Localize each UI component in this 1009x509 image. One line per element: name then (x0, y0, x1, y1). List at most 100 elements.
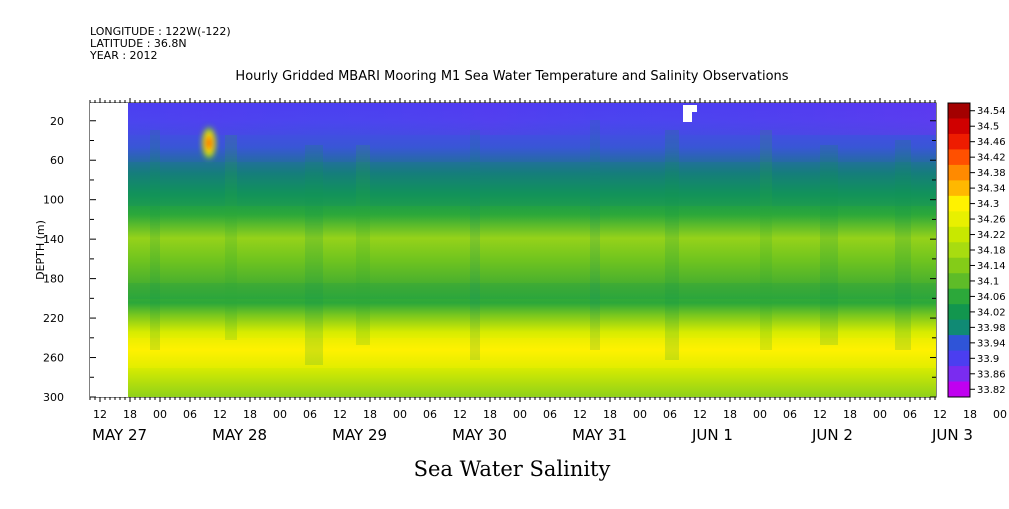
salinity-hotspot (201, 125, 217, 161)
colorbar-label: 34.54 (977, 106, 1006, 117)
colorbar-label: 34.38 (977, 168, 1006, 179)
x-tick-label: 06 (903, 408, 917, 421)
colorbar-swatch (948, 350, 970, 367)
y-tick-label: 220 (43, 312, 64, 325)
colorbar-label: 34.22 (977, 230, 1006, 241)
x-date-label: MAY 27 (92, 426, 147, 444)
colorbar-label: 34.02 (977, 307, 1006, 318)
colorbar-ticks (970, 110, 975, 390)
colorbar-label: 33.82 (977, 385, 1006, 396)
colorbar-swatch (948, 257, 970, 274)
colorbar-label: 33.86 (977, 369, 1006, 380)
x-tick-label: 18 (603, 408, 617, 421)
x-tick-label: 00 (273, 408, 287, 421)
x-tick-label: 00 (393, 408, 407, 421)
x-date-labels: MAY 27 MAY 28 MAY 29 MAY 30 MAY 31 JUN 1 JUN 2… (92, 426, 973, 444)
top-ticks (89, 98, 936, 103)
x-date-label: MAY 30 (452, 426, 507, 444)
x-tick-label: 06 (423, 408, 437, 421)
colorbar-swatch (948, 242, 970, 259)
texture-strip (225, 135, 237, 340)
x-tick-label: 06 (303, 408, 317, 421)
texture-strip (820, 145, 838, 345)
x-tick-labels: 12 18 00 06 12 18 00 06 12 18 00 06 12 18 00 06 12 18 00 06… (93, 408, 1007, 421)
colorbar-label: 34.42 (977, 153, 1006, 164)
x-date-label: MAY 31 (572, 426, 627, 444)
deep-green-band (128, 283, 936, 299)
colorbar-label: 33.98 (977, 323, 1006, 334)
x-tick-label: 12 (573, 408, 587, 421)
colorbar-swatch (948, 366, 970, 383)
x-tick-label: 12 (213, 408, 227, 421)
y-tick-label: 140 (43, 233, 64, 246)
x-date-label: JUN 2 (811, 426, 853, 444)
colorbar-swatch (948, 149, 970, 166)
x-tick-label: 06 (783, 408, 797, 421)
mixed-layer-band (128, 162, 936, 206)
y-tick-label: 60 (50, 154, 64, 167)
colorbar-label: 34.3 (977, 199, 999, 210)
x-tick-label: 06 (183, 408, 197, 421)
year-text: YEAR : 2012 (89, 49, 158, 62)
colorbar-swatch (948, 335, 970, 352)
x-tick-label: 00 (873, 408, 887, 421)
surface-variation-band (128, 103, 936, 135)
y-tick-label: 180 (43, 273, 64, 286)
left-ticks (90, 120, 96, 398)
x-tick-label: 18 (843, 408, 857, 421)
y-tick-label: 260 (43, 352, 64, 365)
salinity-field (128, 103, 936, 397)
colorbar-label: 33.9 (977, 354, 999, 365)
colorbar-swatch (948, 319, 970, 336)
x-date-label: MAY 28 (212, 426, 267, 444)
footer-title: Sea Water Salinity (414, 457, 611, 481)
x-tick-label: 00 (633, 408, 647, 421)
colorbar-swatch (948, 304, 970, 321)
x-tick-label: 06 (543, 408, 557, 421)
colorbar-label: 34.06 (977, 292, 1006, 303)
x-tick-label: 12 (333, 408, 347, 421)
colorbar-swatch (948, 273, 970, 290)
x-tick-label: 18 (483, 408, 497, 421)
colorbar-swatch (948, 180, 970, 197)
x-tick-label: 06 (663, 408, 677, 421)
x-tick-label: 12 (813, 408, 827, 421)
y-tick-label: 300 (43, 391, 64, 404)
colorbar-label: 34.26 (977, 215, 1006, 226)
colorbar-label: 33.94 (977, 338, 1006, 349)
x-date-label: MAY 29 (332, 426, 387, 444)
texture-strip (895, 140, 911, 350)
x-tick-label: 12 (693, 408, 707, 421)
colorbar-label: 34.5 (977, 122, 999, 133)
colorbar-swatch (948, 211, 970, 228)
texture-strip (665, 130, 679, 360)
y-axis-label: DEPTH (m) (34, 220, 47, 280)
colorbar-label: 34.14 (977, 261, 1006, 272)
y-tick-labels: 20 60 100 140 180 220 260 300 (43, 115, 64, 404)
colorbar: 34.54 34.5 34.46 34.42 34.38 34.34 34.3 34.26 34… (947, 102, 1006, 398)
colorbar-swatch (948, 118, 970, 135)
colorbar-swatch (948, 195, 970, 212)
colorbar-swatch (948, 288, 970, 305)
x-date-label: JUN 1 (691, 426, 733, 444)
colorbar-swatch (948, 164, 970, 181)
latitude-text: LATITUDE : 36.8N (90, 37, 187, 50)
colorbar-label: 34.46 (977, 137, 1006, 148)
texture-strip (590, 120, 600, 350)
colorbar-swatch (948, 133, 970, 150)
texture-strip (470, 130, 480, 360)
x-date-label: JUN 3 (931, 426, 973, 444)
longitude-text: LONGITUDE : 122W(-122) (90, 25, 231, 38)
x-tick-label: 00 (993, 408, 1007, 421)
right-ticks (930, 120, 936, 398)
colorbar-labels: 34.54 34.5 34.46 34.42 34.38 34.34 34.3 34.26 34… (977, 106, 1006, 396)
x-tick-label: 18 (123, 408, 137, 421)
x-tick-label: 18 (363, 408, 377, 421)
texture-strip (760, 130, 772, 350)
x-tick-label: 12 (93, 408, 107, 421)
colorbar-swatches (948, 103, 970, 398)
x-tick-label: 18 (963, 408, 977, 421)
x-tick-label: 00 (513, 408, 527, 421)
